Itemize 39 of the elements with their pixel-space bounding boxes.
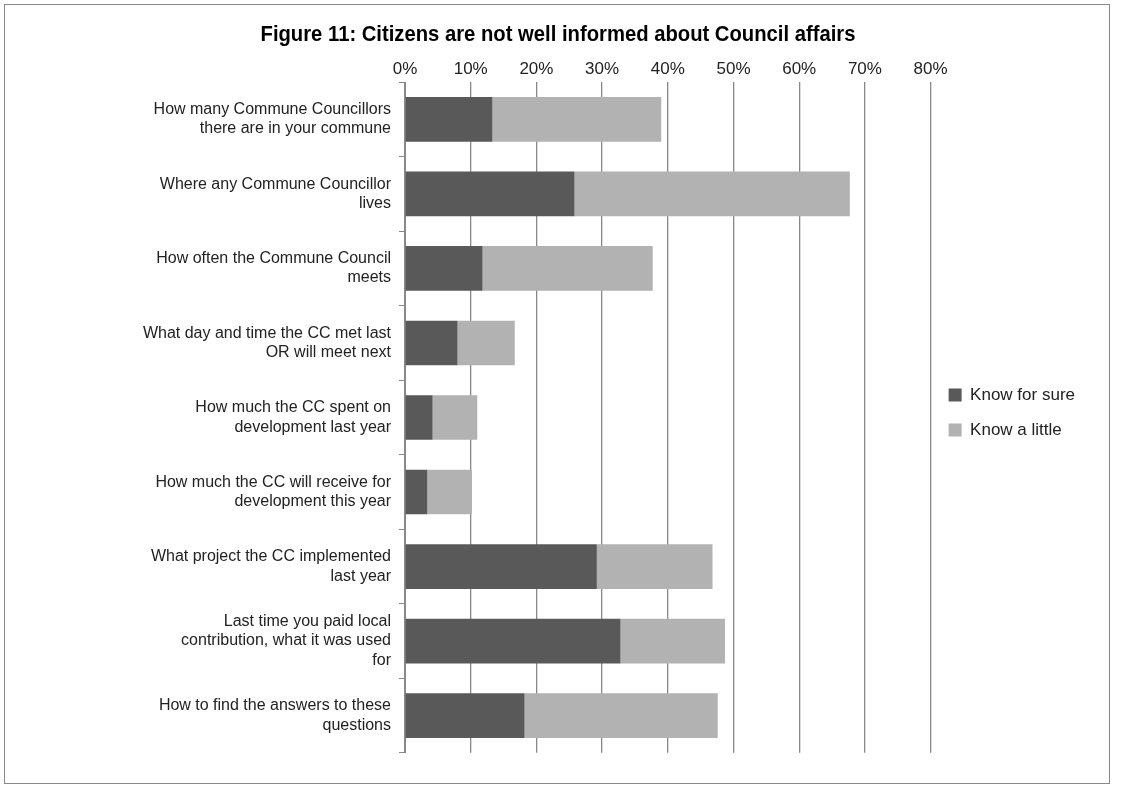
legend-label: Know a little: [970, 419, 1062, 439]
y-tick-label: Where any Commune Councillor lives: [159, 174, 392, 211]
bar: [405, 97, 493, 142]
y-tick-label: How much the CC spent on development last year: [195, 398, 392, 435]
x-tick-label: 20%: [519, 58, 554, 78]
bar: [574, 171, 850, 217]
bar: [405, 693, 525, 738]
bar: [596, 544, 713, 589]
y-tick-label: What project the CC implemented last year: [150, 547, 392, 584]
x-tick-label: 70%: [847, 58, 882, 78]
legend-label: Know for sure: [970, 384, 1076, 404]
chart-title: Figure 11: Citizens are not well informed about Council affairs: [259, 21, 857, 47]
bar: [432, 395, 478, 440]
bar: [482, 246, 653, 291]
y-tick-label: How much the CC will receive for development this year: [155, 472, 392, 510]
x-tick-label: 50%: [716, 58, 751, 78]
y-tick-label: Last time you paid local contribution, what it was used for: [181, 612, 392, 668]
y-tick-label: How to find the answers to these questions: [158, 696, 392, 733]
bar: [457, 320, 515, 366]
bar: [405, 469, 428, 515]
bar: [524, 693, 718, 738]
x-tick-label: 30%: [585, 58, 620, 78]
x-tick-label: 0%: [392, 58, 418, 78]
bar: [427, 469, 473, 515]
bar: [405, 320, 458, 366]
y-tick-label: How many Commune Councillors there are in your commune: [153, 100, 392, 137]
bar: [405, 171, 575, 217]
bar: [405, 246, 483, 291]
x-tick-label: 80%: [913, 58, 948, 78]
bar: [405, 618, 621, 664]
bar: [620, 618, 725, 664]
x-tick-label: 60%: [782, 58, 817, 78]
x-tick-label: 40%: [650, 58, 685, 78]
y-tick-label: How often the Commune Council meets: [156, 249, 391, 286]
x-tick-label: 10%: [453, 58, 488, 78]
bar: [492, 97, 662, 142]
y-tick-label: What day and time the CC met last OR will meet next: [142, 323, 392, 360]
bar: [405, 395, 433, 440]
bar: [405, 544, 597, 589]
